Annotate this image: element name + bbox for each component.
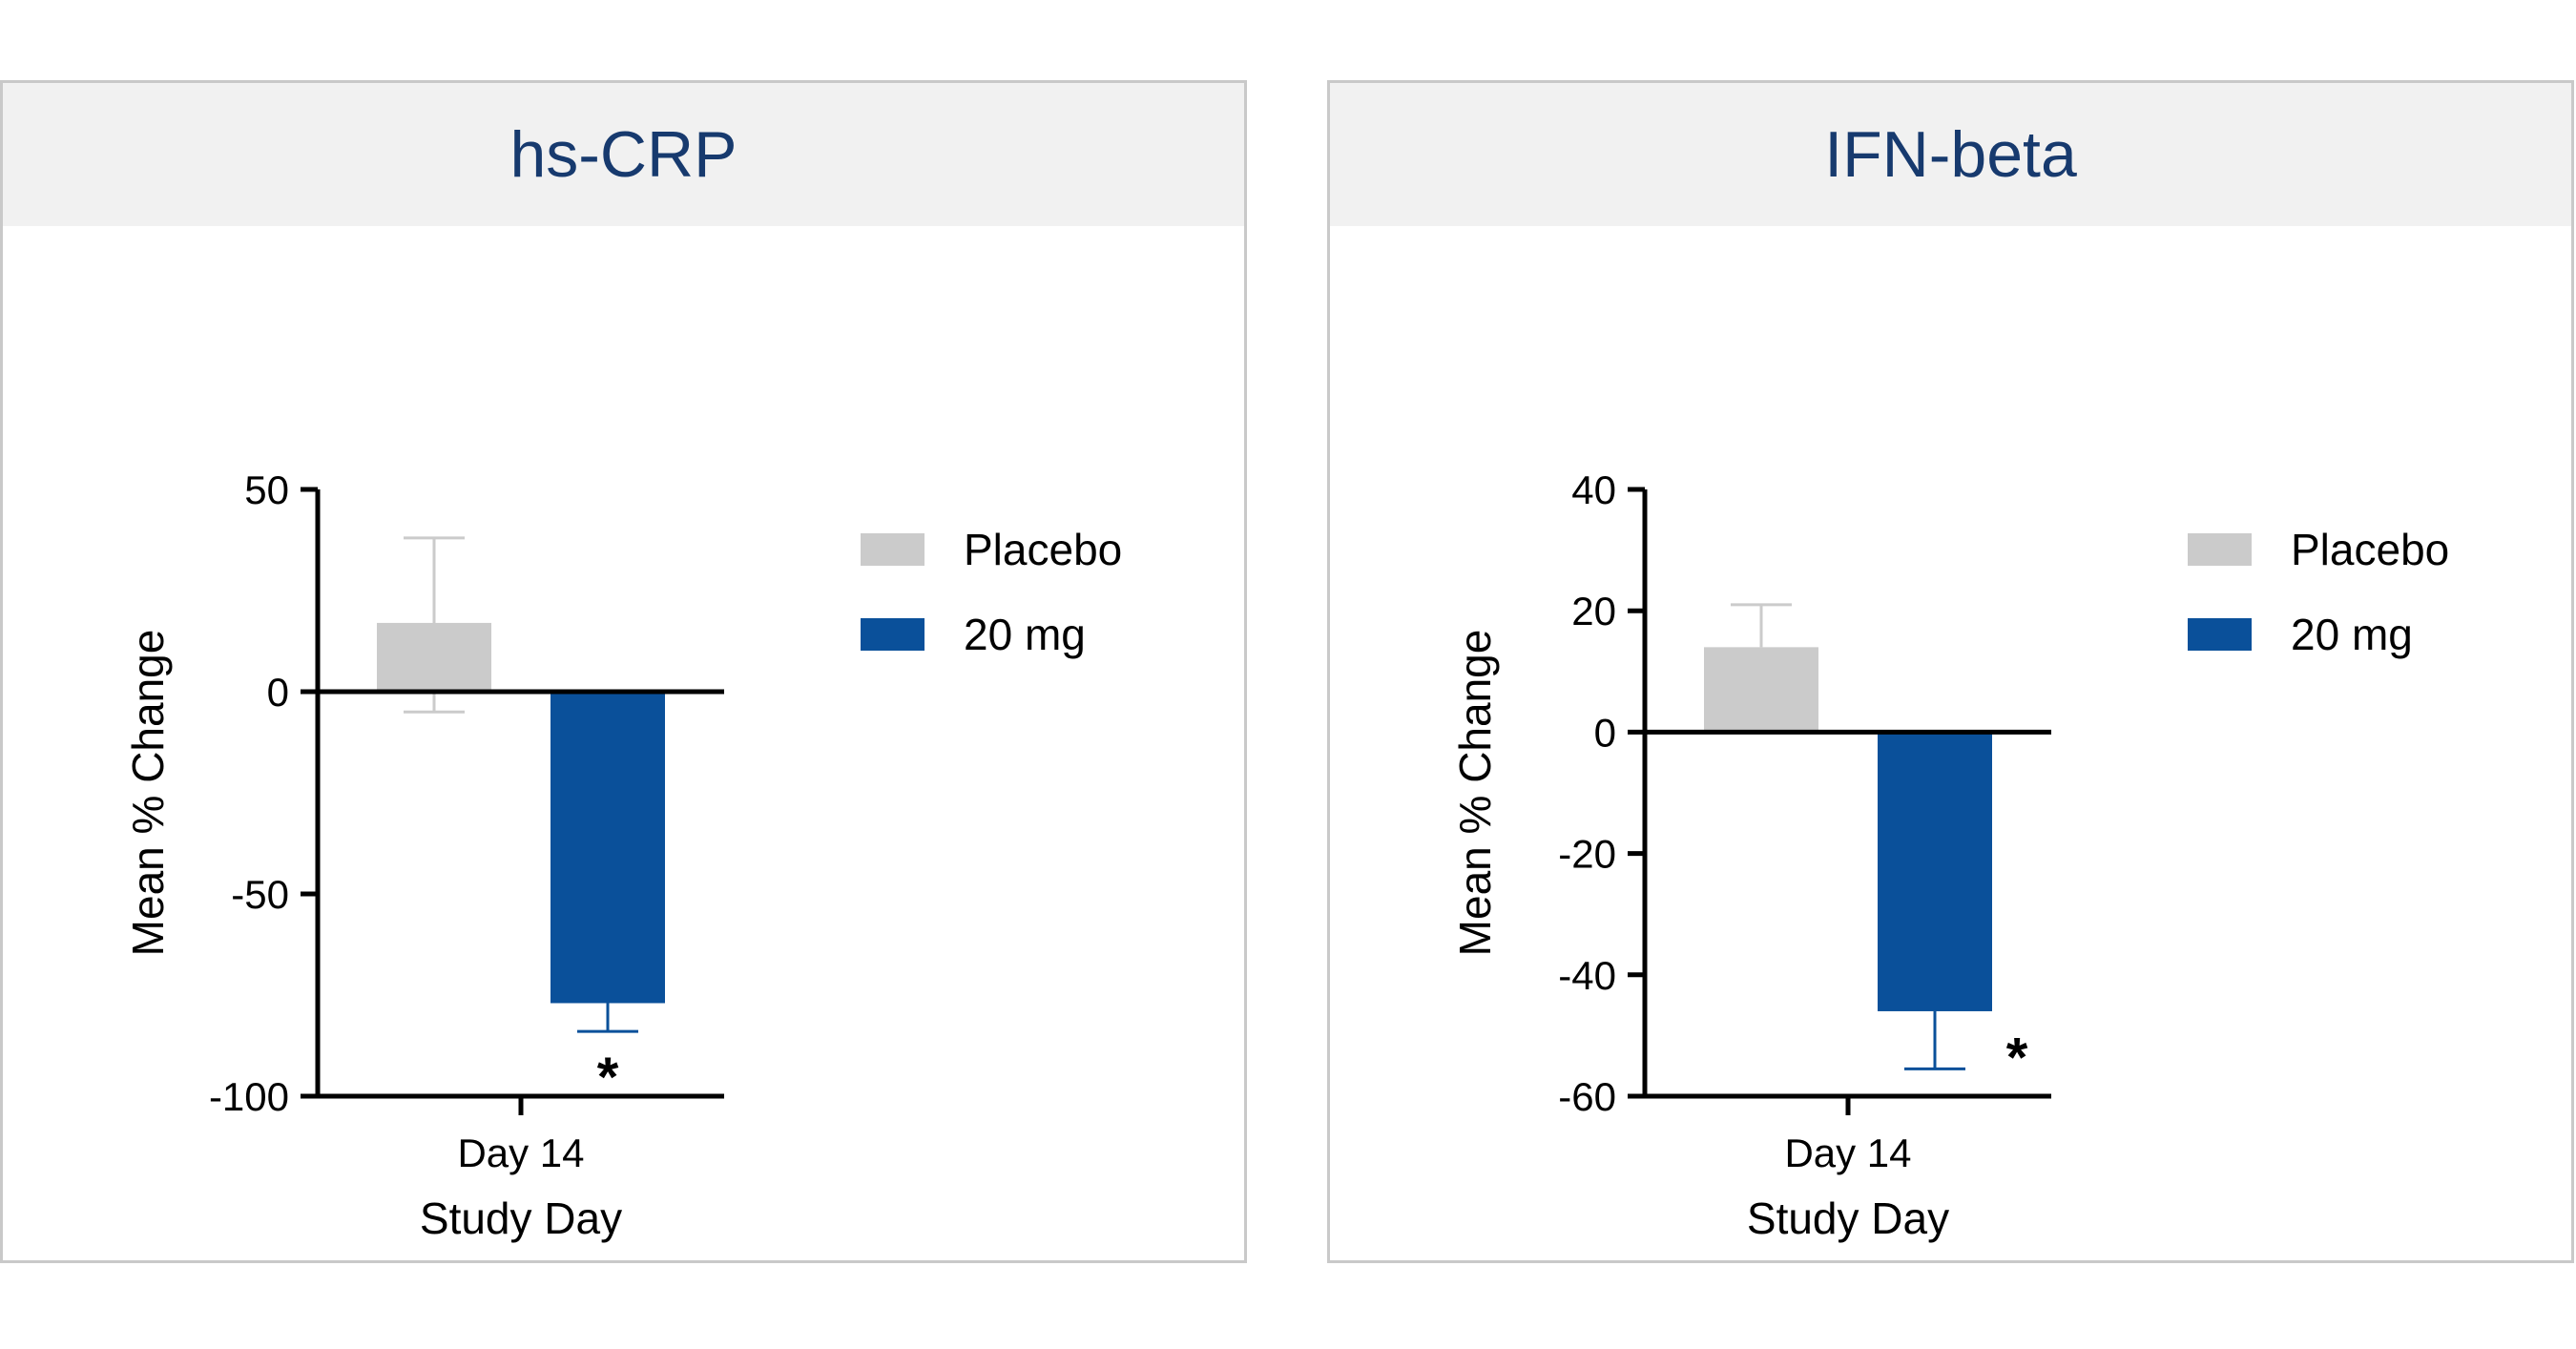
- x-axis-label: Study Day: [1747, 1193, 1949, 1243]
- y-tick-label: -60: [1558, 1074, 1616, 1119]
- hs-crp-panel: hs-CRP 50 0 -50 -100 Day 14 Study Day Mean % C…: [0, 80, 1247, 1263]
- legend-label: Placebo: [964, 525, 1122, 574]
- ifn-beta-panel: IFN-beta 40 20 0 -20 -40 -60 Day 14 Study Day Me…: [1327, 80, 2574, 1263]
- legend-swatch: [2188, 533, 2252, 566]
- ifn-beta-panel-header: IFN-beta: [1330, 83, 2571, 226]
- x-tick-label: Day 14: [457, 1131, 584, 1175]
- y-tick-label: -20: [1558, 832, 1616, 877]
- y-axis-label: Mean % Change: [123, 630, 173, 957]
- y-tick-label: 0: [267, 670, 289, 715]
- hs-crp-panel-header: hs-CRP: [3, 83, 1244, 226]
- y-tick-label: 50: [244, 467, 289, 512]
- significance-marker: *: [597, 1047, 619, 1109]
- y-tick-label: 0: [1594, 710, 1616, 755]
- y-tick-label: -100: [209, 1074, 289, 1119]
- y-tick-label: -50: [231, 872, 289, 917]
- legend-swatch: [2188, 618, 2252, 651]
- hs-crp-chart: 50 0 -50 -100 Day 14 Study Day Mean % Change * P…: [123, 467, 1122, 1243]
- ifn-beta-chart: 40 20 0 -20 -40 -60 Day 14 Study Day Mean % Chan…: [1450, 467, 2449, 1243]
- legend-label: 20 mg: [2291, 610, 2413, 659]
- chart-title: IFN-beta: [1824, 118, 2077, 191]
- legend-swatch: [861, 618, 924, 651]
- dose-bar: [1878, 732, 1992, 1011]
- dose-bar: [551, 692, 665, 1004]
- legend-swatch: [861, 533, 924, 566]
- legend-label: Placebo: [2291, 525, 2449, 574]
- chart-title: hs-CRP: [509, 118, 737, 191]
- legend-label: 20 mg: [964, 610, 1086, 659]
- y-tick-label: 20: [1571, 589, 1616, 633]
- x-tick-label: Day 14: [1784, 1131, 1911, 1175]
- x-axis-label: Study Day: [420, 1193, 622, 1243]
- y-tick-label: -40: [1558, 953, 1616, 998]
- y-axis-label: Mean % Change: [1450, 630, 1500, 957]
- placebo-bar: [1704, 647, 1818, 733]
- y-tick-label: 40: [1571, 467, 1616, 512]
- significance-marker: *: [2006, 1027, 2028, 1089]
